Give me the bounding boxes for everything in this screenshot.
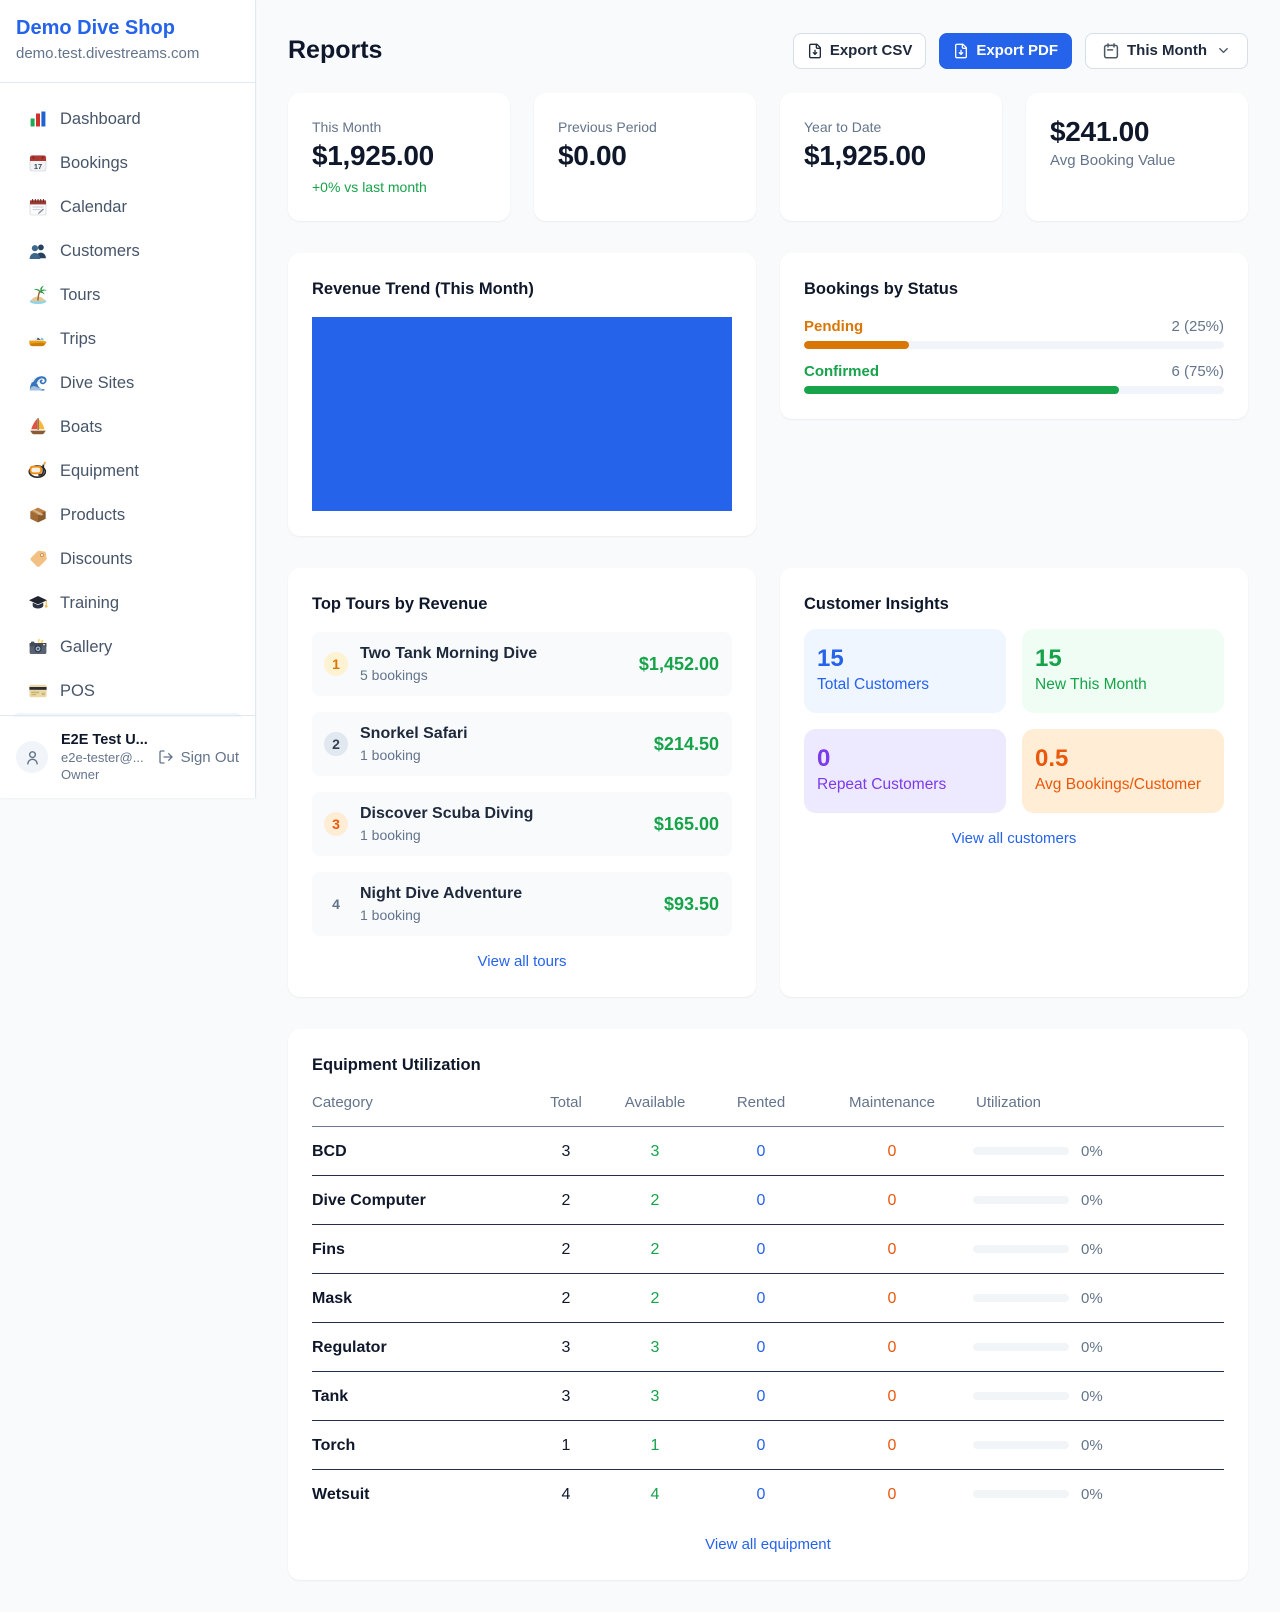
svg-text:17: 17 [34, 162, 42, 171]
